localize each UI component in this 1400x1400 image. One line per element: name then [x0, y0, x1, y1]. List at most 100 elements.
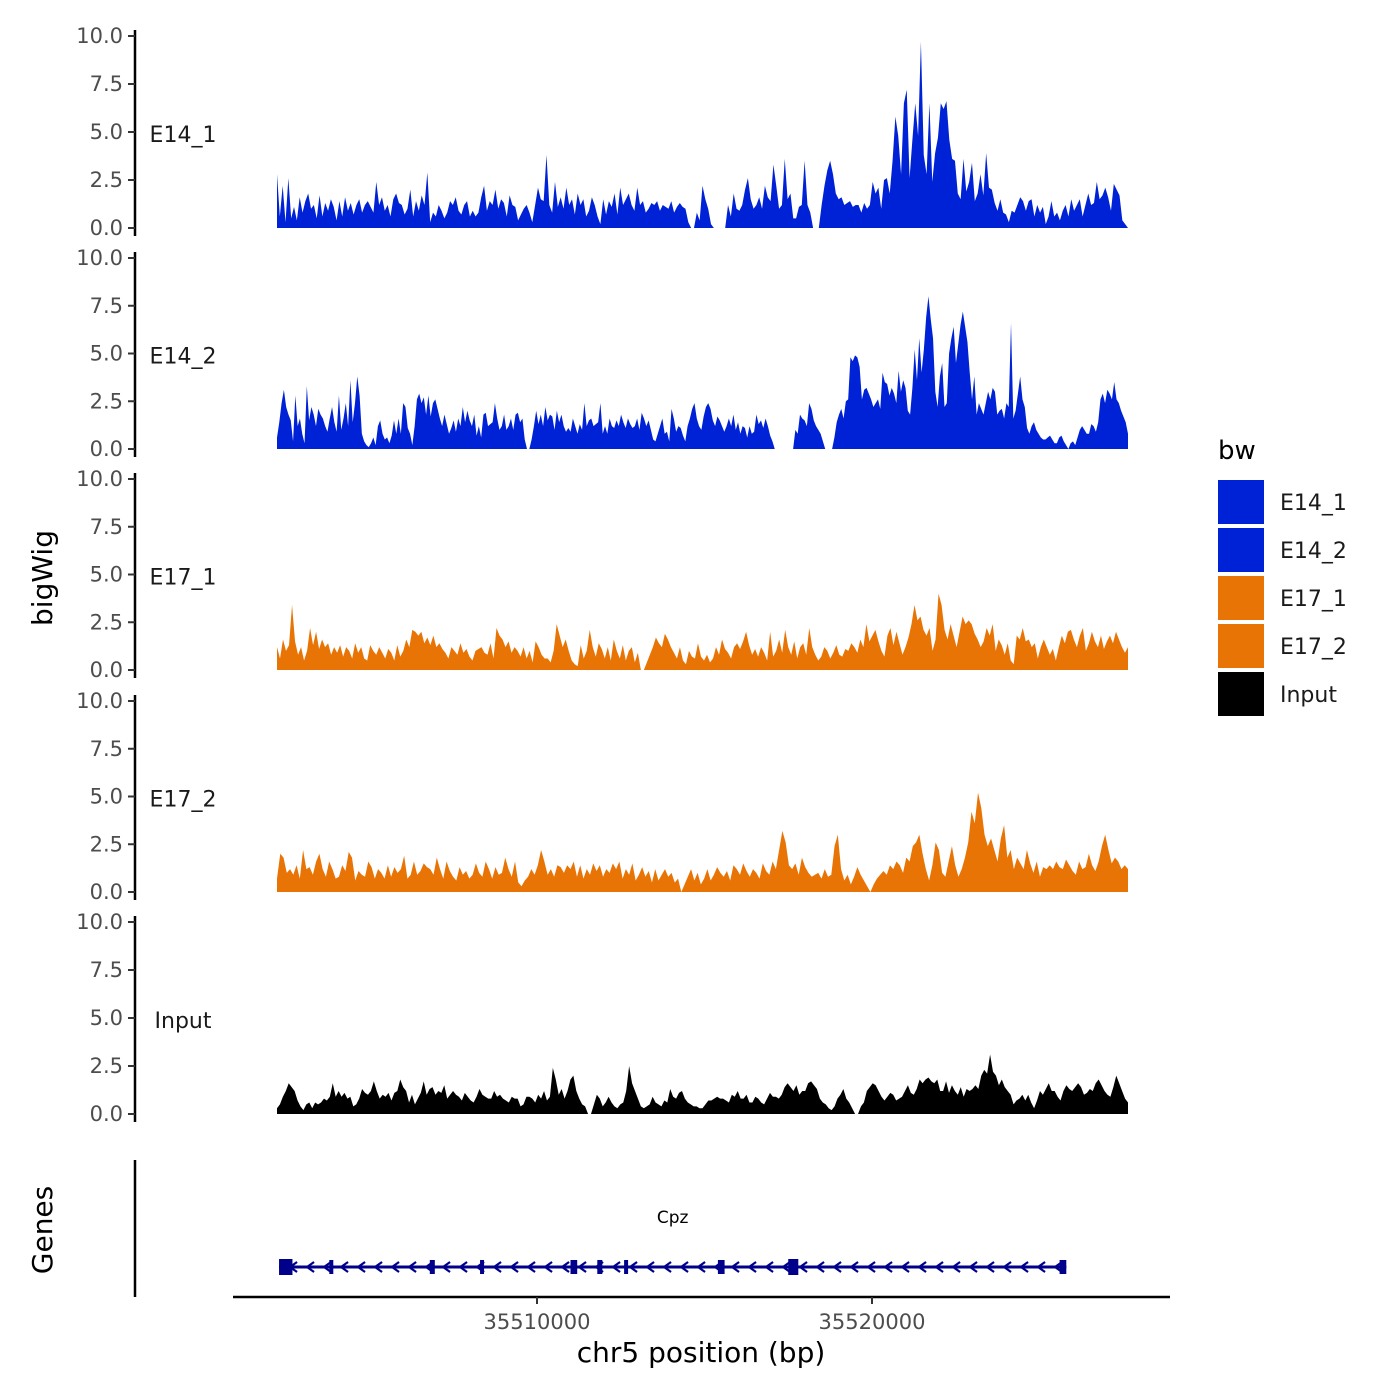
strand-arrow — [679, 1261, 689, 1273]
track-e17_1: 0.0 2.5 5.0 7.5 10.0 E17_1 — [76, 467, 1128, 682]
gene-label: Cpz — [657, 1208, 689, 1228]
strand-arrow — [526, 1261, 536, 1273]
y-tick-label: 7.5 — [90, 737, 123, 761]
strand-arrow — [934, 1261, 944, 1273]
y-tick-label: 5.0 — [90, 563, 123, 587]
gene-exon — [1059, 1260, 1067, 1274]
x-axis: 35510000 35520000 chr5 position (bp) — [233, 1295, 1170, 1369]
legend-item-e17_1: E17_1 — [1218, 576, 1347, 620]
strand-arrow — [985, 1261, 995, 1273]
legend-label: E17_1 — [1280, 587, 1347, 612]
track-input: 0.0 2.5 5.0 7.5 10.0 Input — [76, 910, 1128, 1126]
strand-arrow — [1002, 1261, 1012, 1273]
strand-arrow — [543, 1261, 553, 1273]
signal-area-e14_1 — [277, 41, 1128, 229]
strand-arrow — [1036, 1261, 1046, 1273]
track-label: Input — [155, 1009, 212, 1034]
x-ticks: 35510000 35520000 — [484, 1297, 926, 1334]
strand-arrow — [662, 1261, 672, 1273]
track-e14_2: 0.0 2.5 5.0 7.5 10.0 E14_2 — [76, 246, 1128, 461]
y-tick-label: 2.5 — [90, 389, 123, 413]
legend-swatch — [1218, 576, 1264, 620]
signal-area-e14_2 — [277, 296, 1128, 449]
signal-area-e17_1 — [277, 593, 1128, 670]
legend-item-e14_2: E14_2 — [1218, 528, 1347, 572]
strand-arrow — [883, 1261, 893, 1273]
legend-item-e14_1: E14_1 — [1218, 480, 1347, 524]
tracks: 0.0 2.5 5.0 7.5 10.0 E14_1 0.0 2.5 5.0 7.5 10.0 E14… — [76, 24, 1128, 1126]
legend-item-e17_2: E17_2 — [1218, 624, 1347, 668]
y-tick-label: 2.5 — [90, 168, 123, 192]
strand-arrow — [832, 1261, 842, 1273]
y-tick-label: 10.0 — [76, 467, 123, 491]
track-label: E17_2 — [150, 788, 217, 813]
y-tick-label: 0.0 — [90, 1102, 123, 1126]
strand-arrow — [866, 1261, 876, 1273]
signal-area-input — [277, 1054, 1128, 1114]
gene-exon — [329, 1260, 334, 1274]
strand-arrow — [611, 1261, 621, 1273]
legend-label: E17_2 — [1280, 635, 1347, 660]
legend-label: E14_2 — [1280, 539, 1347, 564]
strand-arrow — [645, 1261, 655, 1273]
x-axis-title: chr5 position (bp) — [577, 1336, 826, 1369]
y-tick-label: 10.0 — [76, 246, 123, 270]
gene-exon — [788, 1259, 799, 1275]
y-tick-label: 0.0 — [90, 437, 123, 461]
strand-arrow — [509, 1261, 519, 1273]
gene-models: Cpz — [279, 1208, 1067, 1275]
legend-swatch — [1218, 672, 1264, 716]
strand-arrow — [951, 1261, 961, 1273]
y-tick-label: 7.5 — [90, 294, 123, 318]
legend-items: E14_1 E14_2 E17_1 E17_2 Input — [1218, 480, 1347, 716]
strand-arrow — [730, 1261, 740, 1273]
strand-arrow — [798, 1261, 808, 1273]
y-tick-label: 10.0 — [76, 24, 123, 48]
strand-arrow — [849, 1261, 859, 1273]
y-tick-label: 2.5 — [90, 1054, 123, 1078]
x-tick-label: 35520000 — [819, 1310, 926, 1334]
y-tick-label: 0.0 — [90, 880, 123, 904]
strand-arrow — [322, 1261, 332, 1273]
legend-swatch — [1218, 528, 1264, 572]
y-tick-label: 2.5 — [90, 610, 123, 634]
strand-arrow — [628, 1261, 638, 1273]
strand-arrow — [390, 1261, 400, 1273]
signal-area-e17_2 — [277, 792, 1128, 892]
track-e17_2: 0.0 2.5 5.0 7.5 10.0 E17_2 — [76, 689, 1128, 904]
strand-arrow — [900, 1261, 910, 1273]
y-tick-label: 10.0 — [76, 689, 123, 713]
gene-exon — [717, 1260, 725, 1274]
y-tick-label: 5.0 — [90, 342, 123, 366]
legend-swatch — [1218, 480, 1264, 524]
y-tick-label: 2.5 — [90, 832, 123, 856]
gene-exon — [624, 1260, 629, 1274]
genes-panel: Genes Cpz — [26, 1160, 1067, 1297]
strand-arrow — [305, 1261, 315, 1273]
strand-arrow — [747, 1261, 757, 1273]
strand-arrow — [407, 1261, 417, 1273]
legend-item-input: Input — [1218, 672, 1337, 716]
gene-exon — [279, 1259, 293, 1275]
strand-arrow — [764, 1261, 774, 1273]
strand-arrow — [356, 1261, 366, 1273]
x-tick-label: 35510000 — [484, 1310, 591, 1334]
legend-swatch — [1218, 624, 1264, 668]
strand-arrow — [968, 1261, 978, 1273]
strand-arrow — [458, 1261, 468, 1273]
y-tick-label: 7.5 — [90, 72, 123, 96]
track-label: E14_2 — [150, 345, 217, 370]
y-tick-label: 5.0 — [90, 1006, 123, 1030]
y-tick-label: 0.0 — [90, 216, 123, 240]
y-tick-label: 7.5 — [90, 515, 123, 539]
y-axis-title: bigWig — [26, 530, 59, 626]
legend-label: E14_1 — [1280, 491, 1347, 516]
gene-exon — [597, 1260, 603, 1274]
strand-arrow — [917, 1261, 927, 1273]
strand-arrow — [560, 1261, 570, 1273]
genes-axis-title: Genes — [26, 1186, 59, 1274]
track-e14_1: 0.0 2.5 5.0 7.5 10.0 E14_1 — [76, 24, 1128, 240]
strand-arrow — [1019, 1261, 1029, 1273]
y-tick-label: 10.0 — [76, 910, 123, 934]
